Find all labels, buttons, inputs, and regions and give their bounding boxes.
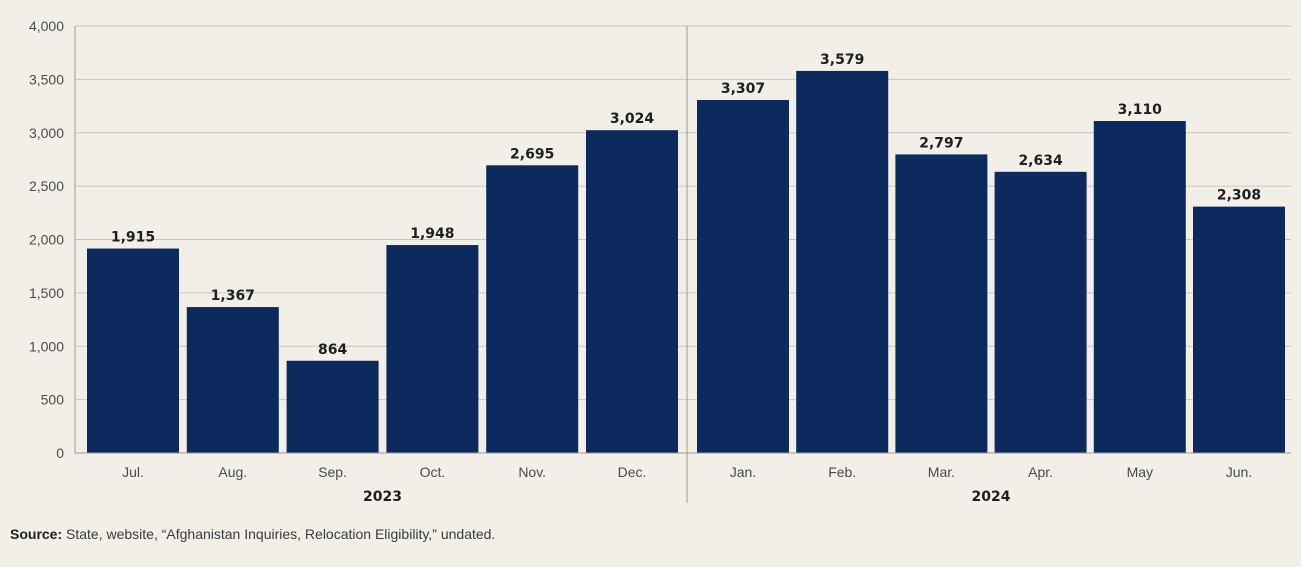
data-label: 1,948 — [410, 226, 454, 242]
bar — [895, 154, 988, 453]
x-tick-label: Jul. — [122, 464, 144, 480]
x-tick-label: Nov. — [518, 464, 546, 480]
y-tick-label: 0 — [56, 445, 64, 461]
data-label: 2,695 — [510, 146, 554, 162]
bar — [486, 165, 579, 453]
y-tick-label: 3,500 — [29, 71, 64, 87]
data-label: 864 — [318, 342, 347, 358]
source-note: Source: State, website, “Afghanistan Inq… — [10, 526, 495, 542]
bar-chart: 1,915 1,367 864 1,948 2,695 3,024 3,307 3,579 2,… — [29, 18, 1291, 505]
bar — [386, 245, 479, 453]
x-tick-label: Aug. — [218, 464, 247, 480]
x-tick-label: Feb. — [828, 464, 856, 480]
data-label: 3,579 — [820, 52, 864, 68]
y-tick-label: 500 — [41, 392, 65, 408]
data-label: 1,367 — [211, 288, 255, 304]
year-group-label: 2023 — [363, 489, 402, 505]
x-tick-label: Mar. — [928, 464, 955, 480]
bar — [994, 171, 1087, 453]
data-labels: 1,915 1,367 864 1,948 2,695 3,024 3,307 3,579 2,… — [111, 52, 1261, 358]
data-label: 2,308 — [1217, 188, 1261, 204]
bar — [586, 130, 678, 454]
source-text: State, website, “Afghanistan Inquiries, … — [62, 526, 496, 542]
bar — [1093, 121, 1186, 453]
data-label: 3,307 — [721, 81, 765, 97]
bar — [697, 99, 789, 453]
x-tick-label: May — [1127, 464, 1153, 480]
data-label: 3,110 — [1118, 102, 1163, 118]
x-tick-label: Sep. — [318, 464, 347, 480]
y-tick-label: 2,000 — [29, 232, 64, 248]
data-label: 2,634 — [1018, 153, 1063, 169]
x-tick-label: Jan. — [730, 464, 756, 480]
data-label: 1,915 — [111, 230, 155, 246]
x-tick-label: Dec. — [618, 464, 647, 480]
x-tick-label: Jun. — [1226, 464, 1252, 480]
bars — [87, 70, 1285, 454]
bar — [1193, 206, 1285, 453]
source-label: Source: — [10, 526, 63, 542]
bar — [87, 248, 179, 453]
y-tick-label: 3,000 — [29, 125, 64, 141]
year-group-label: 2024 — [972, 489, 1011, 505]
y-tick-label: 2,500 — [29, 178, 64, 194]
x-tick-label: Oct. — [420, 464, 446, 480]
data-label: 3,024 — [610, 111, 655, 127]
axes: 0 500 1,000 1,500 2,000 2,500 3,000 3,500 4,000 J… — [29, 18, 1291, 505]
x-tick-label: Apr. — [1028, 464, 1053, 480]
bar — [286, 360, 379, 453]
y-tick-label: 4,000 — [29, 18, 64, 34]
bar — [796, 70, 889, 454]
bar — [186, 307, 279, 453]
y-tick-label: 1,500 — [29, 285, 64, 301]
data-label: 2,797 — [919, 135, 963, 151]
y-tick-label: 1,000 — [29, 338, 64, 354]
